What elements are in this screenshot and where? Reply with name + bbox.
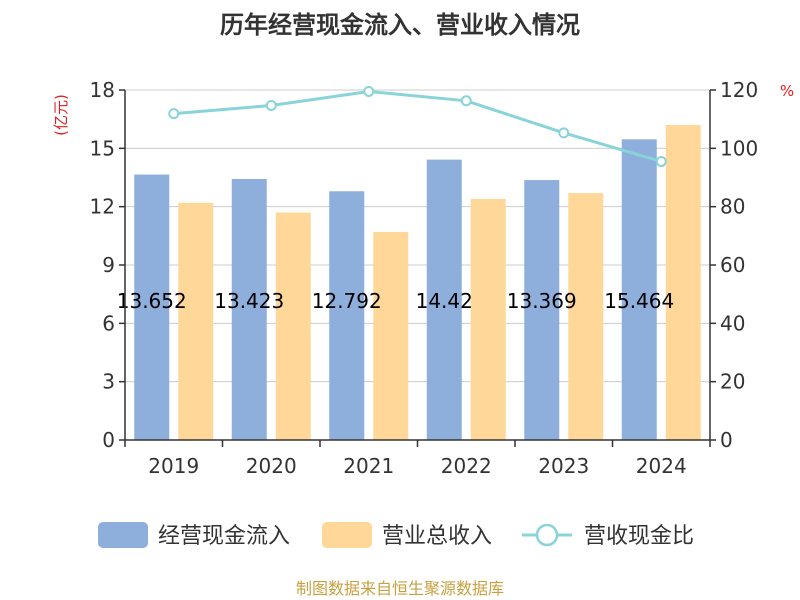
right-tick-label: 40 — [720, 311, 745, 335]
right-tick-label: 100 — [720, 136, 758, 160]
ratio-point-2024 — [655, 155, 667, 167]
x-tick-label-2022: 2022 — [441, 454, 492, 478]
ratio-point-2019 — [168, 108, 180, 120]
x-tick-label-2023: 2023 — [538, 454, 589, 478]
right-tick-label: 0 — [720, 428, 733, 452]
left-tick-label: 3 — [102, 370, 115, 394]
bar-cash-inflow-2024 — [621, 139, 657, 441]
left-axis-unit: (亿元) — [52, 94, 70, 136]
ratio-point-2020 — [265, 99, 277, 111]
bar-labels: 13.652 13.423 12.792 14.42 13.369 15.464 — [117, 289, 674, 313]
x-tick-label-2020: 2020 — [246, 454, 297, 478]
legend-marker — [535, 523, 559, 547]
right-axis-unit: % — [780, 82, 794, 100]
left-tick-label: 0 — [102, 428, 115, 452]
bar-revenue-2020 — [275, 212, 311, 440]
bar-revenue-2024 — [665, 125, 701, 440]
right-tick-label: 120 — [720, 78, 758, 102]
ratio-point-2022 — [460, 95, 472, 107]
bar-revenue-2021 — [373, 231, 409, 440]
bar-revenue-2019 — [178, 202, 214, 440]
bar-revenue-2022 — [470, 198, 506, 440]
source-note: 制图数据来自恒生聚源数据库 — [296, 579, 504, 598]
bar-label-2020: 13.423 — [214, 289, 284, 313]
bar-label-2022: 14.42 — [416, 289, 473, 313]
legend-item-0: 经营现金流入 — [98, 522, 290, 549]
legend-swatch — [98, 522, 148, 548]
legend-label: 经营现金流入 — [158, 524, 290, 549]
left-tick-label: 6 — [102, 311, 115, 335]
grid-lines — [125, 89, 710, 383]
bar-cash-inflow-2022 — [426, 159, 462, 440]
right-tick-label: 60 — [720, 253, 745, 277]
bar-label-2019: 13.652 — [117, 289, 187, 313]
right-tick-label: 20 — [720, 370, 745, 394]
left-tick-label: 9 — [102, 253, 115, 277]
legend-item-1: 营业总收入 — [322, 522, 492, 549]
bar-cash-inflow-2020 — [231, 178, 267, 440]
left-tick-label: 12 — [90, 195, 115, 219]
legend: 经营现金流入 营业总收入 营收现金比 — [98, 522, 694, 549]
bar-cash-inflow-2023 — [524, 180, 560, 440]
left-tick-label: 15 — [90, 136, 115, 160]
bar-label-2023: 13.369 — [507, 289, 577, 313]
bar-label-2021: 12.792 — [312, 289, 382, 313]
ratio-line-path — [173, 89, 662, 163]
ratio-point-2021 — [363, 85, 375, 97]
legend-label: 营收现金比 — [584, 524, 694, 549]
right-tick-label: 80 — [720, 195, 745, 219]
chart-title: 历年经营现金流入、营业收入情况 — [220, 11, 580, 39]
legend-item-2: 营收现金比 — [522, 523, 694, 549]
bar-cash-inflow-2019 — [134, 174, 170, 441]
bar-label-2024: 15.464 — [604, 289, 674, 313]
bar-revenue-2023 — [568, 193, 604, 440]
ratio-point-2023 — [558, 127, 570, 139]
bar-cash-inflow-2021 — [329, 191, 365, 440]
legend-swatch — [322, 522, 372, 548]
x-tick-label-2024: 2024 — [636, 454, 687, 478]
ratio-line — [168, 85, 667, 167]
left-tick-label: 18 — [90, 78, 115, 102]
bars — [134, 125, 701, 441]
x-tick-label-2019: 2019 — [148, 454, 199, 478]
axes: 0 3 6 9 12 15 18 0 20 40 60 80 100 120 2019 2020 2021 202… — [90, 78, 759, 478]
x-tick-label-2021: 2021 — [343, 454, 394, 478]
legend-label: 营业总收入 — [382, 524, 492, 549]
